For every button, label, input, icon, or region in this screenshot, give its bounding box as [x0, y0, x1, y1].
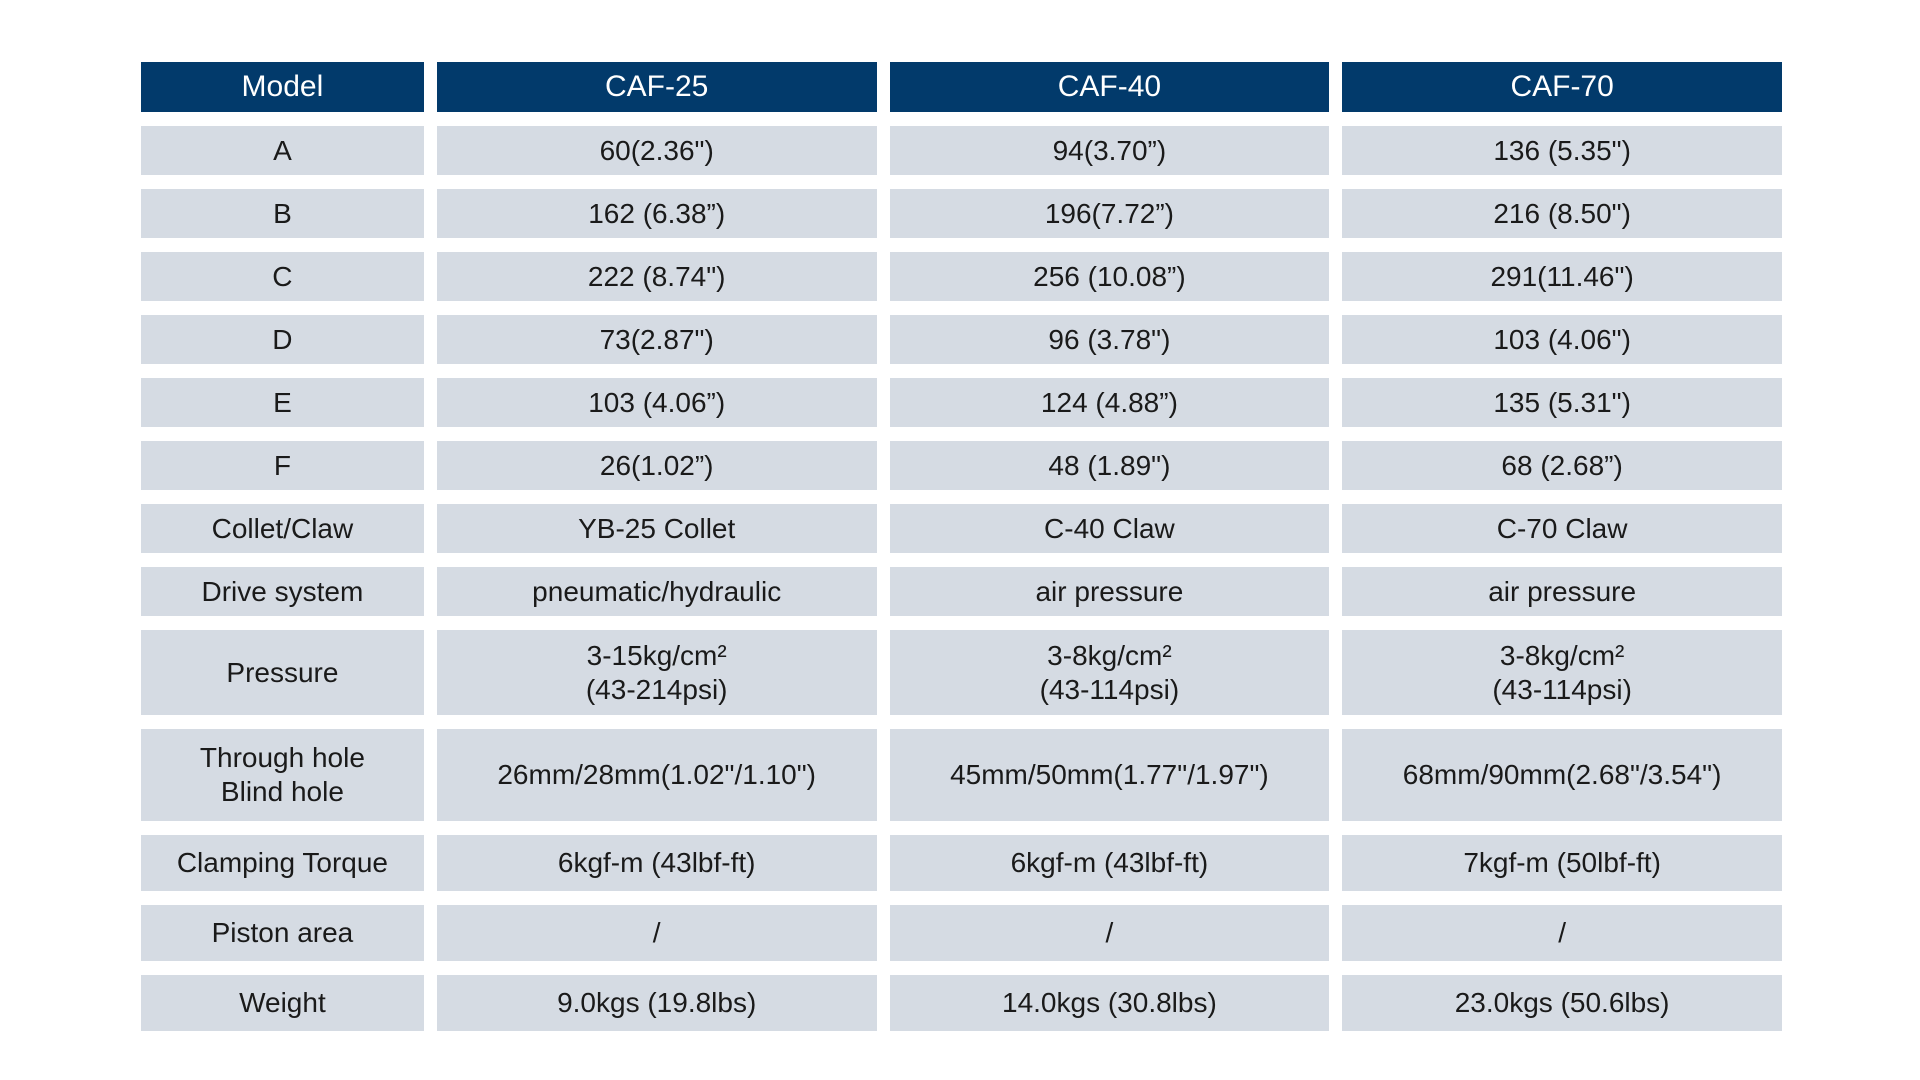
- table-cell: 256 (10.08”): [889, 252, 1330, 301]
- header-cell-model: Model: [141, 62, 424, 112]
- table-row: Collet/Claw YB-25 Collet C-40 Claw C-70 …: [141, 504, 1782, 553]
- table-row: Drive system pneumatic/hydraulic air pre…: [141, 567, 1782, 616]
- table-row: Clamping Torque 6kgf-m (43lbf-ft) 6kgf-m…: [141, 835, 1782, 891]
- row-label: E: [141, 378, 424, 427]
- table-cell: 124 (4.88”): [889, 378, 1330, 427]
- table-cell: 26mm/28mm(1.02"/1.10"): [436, 729, 877, 821]
- header-cell-caf-40: CAF-40: [889, 62, 1330, 112]
- row-label: F: [141, 441, 424, 490]
- table-cell: C-40 Claw: [889, 504, 1330, 553]
- row-label: B: [141, 189, 424, 238]
- table-cell: C-70 Claw: [1342, 504, 1782, 553]
- row-label: Drive system: [141, 567, 424, 616]
- table-cell: 222 (8.74"): [436, 252, 877, 301]
- table-cell: 136 (5.35"): [1342, 126, 1782, 175]
- row-label: D: [141, 315, 424, 364]
- table-cell: /: [889, 905, 1330, 961]
- table-cell: 196(7.72”): [889, 189, 1330, 238]
- header-cell-caf-25: CAF-25: [436, 62, 877, 112]
- table-cell: 26(1.02”): [436, 441, 877, 490]
- table-row: F 26(1.02”) 48 (1.89") 68 (2.68”): [141, 441, 1782, 490]
- table-cell: 3-15kg/cm² (43-214psi): [436, 630, 877, 715]
- table-cell: 68 (2.68”): [1342, 441, 1782, 490]
- table-row: Through hole Blind hole 26mm/28mm(1.02"/…: [141, 729, 1782, 821]
- spec-table: Model CAF-25 CAF-40 CAF-70 A 60(2.36") 9…: [141, 62, 1782, 1045]
- table-cell: 3-8kg/cm² (43-114psi): [889, 630, 1330, 715]
- table-cell: air pressure: [889, 567, 1330, 616]
- table-header-row: Model CAF-25 CAF-40 CAF-70: [141, 62, 1782, 112]
- table-cell: 14.0kgs (30.8lbs): [889, 975, 1330, 1031]
- table-row: Weight 9.0kgs (19.8lbs) 14.0kgs (30.8lbs…: [141, 975, 1782, 1031]
- row-label: Weight: [141, 975, 424, 1031]
- table-cell: 6kgf-m (43lbf-ft): [436, 835, 877, 891]
- table-cell: 135 (5.31"): [1342, 378, 1782, 427]
- table-cell: 45mm/50mm(1.77"/1.97"): [889, 729, 1330, 821]
- table-cell: 9.0kgs (19.8lbs): [436, 975, 877, 1031]
- table-cell: 162 (6.38”): [436, 189, 877, 238]
- table-cell: 68mm/90mm(2.68"/3.54"): [1342, 729, 1782, 821]
- table-row: B 162 (6.38”) 196(7.72”) 216 (8.50"): [141, 189, 1782, 238]
- row-label: Piston area: [141, 905, 424, 961]
- table-cell: 73(2.87"): [436, 315, 877, 364]
- table-cell: 291(11.46"): [1342, 252, 1782, 301]
- table-cell: 103 (4.06"): [1342, 315, 1782, 364]
- header-cell-caf-70: CAF-70: [1342, 62, 1782, 112]
- row-label: Pressure: [141, 630, 424, 715]
- table-cell: 103 (4.06”): [436, 378, 877, 427]
- table-cell: air pressure: [1342, 567, 1782, 616]
- table-cell: 94(3.70”): [889, 126, 1330, 175]
- table-cell: /: [436, 905, 877, 961]
- row-label: A: [141, 126, 424, 175]
- row-label: C: [141, 252, 424, 301]
- table-cell: /: [1342, 905, 1782, 961]
- table-cell: 60(2.36"): [436, 126, 877, 175]
- row-label: Through hole Blind hole: [141, 729, 424, 821]
- table-cell: 7kgf-m (50lbf-ft): [1342, 835, 1782, 891]
- table-cell: pneumatic/hydraulic: [436, 567, 877, 616]
- row-label: Collet/Claw: [141, 504, 424, 553]
- table-cell: 23.0kgs (50.6lbs): [1342, 975, 1782, 1031]
- table-row: A 60(2.36") 94(3.70”) 136 (5.35"): [141, 126, 1782, 175]
- table-row: E 103 (4.06”) 124 (4.88”) 135 (5.31"): [141, 378, 1782, 427]
- table-cell: 216 (8.50"): [1342, 189, 1782, 238]
- table-cell: 96 (3.78"): [889, 315, 1330, 364]
- table-cell: 3-8kg/cm² (43-114psi): [1342, 630, 1782, 715]
- table-row: C 222 (8.74") 256 (10.08”) 291(11.46"): [141, 252, 1782, 301]
- row-label: Clamping Torque: [141, 835, 424, 891]
- table-cell: 48 (1.89"): [889, 441, 1330, 490]
- table-row: Piston area / / /: [141, 905, 1782, 961]
- table-cell: YB-25 Collet: [436, 504, 877, 553]
- table-cell: 6kgf-m (43lbf-ft): [889, 835, 1330, 891]
- table-row: D 73(2.87") 96 (3.78") 103 (4.06"): [141, 315, 1782, 364]
- table-row: Pressure 3-15kg/cm² (43-214psi) 3-8kg/cm…: [141, 630, 1782, 715]
